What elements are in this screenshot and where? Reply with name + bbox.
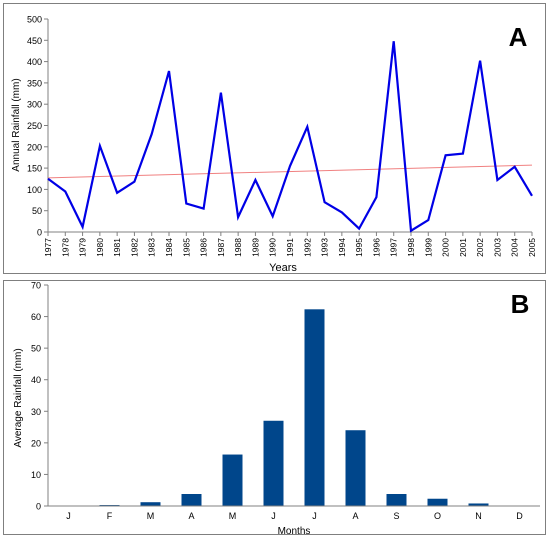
- y-tick-label: 60: [31, 312, 41, 322]
- y-tick-label: 70: [31, 281, 41, 291]
- x-tick-label: J: [312, 511, 317, 521]
- x-tick-label: 1990: [268, 238, 278, 257]
- x-tick-label: D: [516, 511, 523, 521]
- bar-n: [468, 503, 489, 506]
- x-tick-label: 2005: [527, 238, 537, 257]
- panel-b-frame: [3, 280, 546, 535]
- bar-m: [140, 502, 161, 506]
- y-tick-label: 10: [31, 470, 41, 480]
- bar-m: [222, 454, 243, 506]
- bar-j: [304, 309, 325, 506]
- panel-b-y-axis-title: Average Rainfall (mm): [13, 348, 24, 447]
- x-tick-label: A: [188, 511, 194, 521]
- x-tick-label: 1987: [216, 238, 226, 257]
- panel-a-frame: [3, 3, 546, 274]
- x-tick-label: 1986: [199, 238, 209, 257]
- x-tick-label: 1996: [371, 238, 381, 257]
- y-tick-label: 150: [27, 164, 42, 174]
- x-tick-label: 1978: [60, 238, 70, 257]
- x-tick-label: 1994: [337, 238, 347, 257]
- x-tick-label: A: [352, 511, 358, 521]
- x-tick-label: J: [66, 511, 71, 521]
- x-tick-label: 2004: [510, 238, 520, 257]
- x-tick-label: M: [147, 511, 155, 521]
- x-tick-label: O: [434, 511, 441, 521]
- panel-b: B Months Average Rainfall (mm) 0 10 20 30 40…: [3, 280, 546, 537]
- x-tick-label: 1988: [233, 238, 243, 257]
- y-tick-label: 40: [31, 375, 41, 385]
- x-tick-label: 1992: [302, 238, 312, 257]
- panel-a-label: A: [509, 22, 528, 52]
- x-tick-label: 1989: [250, 238, 260, 257]
- x-tick-label: 1983: [147, 238, 157, 257]
- panel-b-label: B: [511, 289, 530, 319]
- x-tick-label: 1984: [164, 238, 174, 257]
- x-tick-label: 1985: [181, 238, 191, 257]
- y-tick-label: 400: [27, 57, 42, 67]
- panel-a: A Years Annual Rainfall (mm) 0 50 100 150 20…: [3, 3, 546, 274]
- x-tick-label: 1998: [406, 238, 416, 257]
- y-tick-label: 20: [31, 438, 41, 448]
- x-tick-label: 1991: [285, 238, 295, 257]
- y-tick-label: 500: [27, 15, 42, 25]
- y-tick-label: 50: [31, 344, 41, 354]
- y-tick-label: 250: [27, 121, 42, 131]
- x-tick-label: 2000: [441, 238, 451, 257]
- y-tick-label: 350: [27, 78, 42, 88]
- x-tick-label: 1993: [320, 238, 330, 257]
- y-tick-label: 0: [36, 502, 41, 512]
- x-tick-label: 1980: [95, 238, 105, 257]
- x-tick-label: M: [229, 511, 237, 521]
- x-tick-label: 2003: [492, 238, 502, 257]
- x-tick-label: 1981: [112, 238, 122, 257]
- y-tick-label: 450: [27, 36, 42, 46]
- x-tick-label: F: [107, 511, 113, 521]
- panel-a-x-axis-title: Years: [269, 262, 297, 274]
- x-tick-label: S: [393, 511, 399, 521]
- x-tick-label: 1999: [423, 238, 433, 257]
- bar-s: [386, 494, 407, 506]
- bar-j: [263, 420, 284, 506]
- panel-b-x-axis-title: Months: [278, 526, 311, 537]
- y-tick-label: 100: [27, 185, 42, 195]
- y-tick-label: 50: [32, 206, 42, 216]
- bar-a: [345, 430, 366, 506]
- x-tick-label: N: [475, 511, 482, 521]
- x-tick-label: 1995: [354, 238, 364, 257]
- bar-a: [181, 494, 202, 506]
- y-tick-label: 0: [37, 228, 42, 238]
- x-tick-label: J: [271, 511, 276, 521]
- bar-o: [427, 498, 448, 506]
- trend-line: [47, 164, 533, 179]
- y-tick-label: 200: [27, 142, 42, 152]
- panel-a-y-axis-title: Annual Rainfall (mm): [11, 78, 22, 171]
- x-tick-label: 2002: [475, 238, 485, 257]
- x-tick-label: 1979: [78, 238, 88, 257]
- x-tick-label: 1977: [43, 238, 53, 257]
- x-tick-label: 1982: [129, 238, 139, 257]
- rainfall-series-line: [47, 41, 533, 233]
- x-tick-label: 1997: [389, 238, 399, 257]
- y-tick-label: 300: [27, 100, 42, 110]
- x-tick-label: 2001: [458, 238, 468, 257]
- y-tick-label: 30: [31, 407, 41, 417]
